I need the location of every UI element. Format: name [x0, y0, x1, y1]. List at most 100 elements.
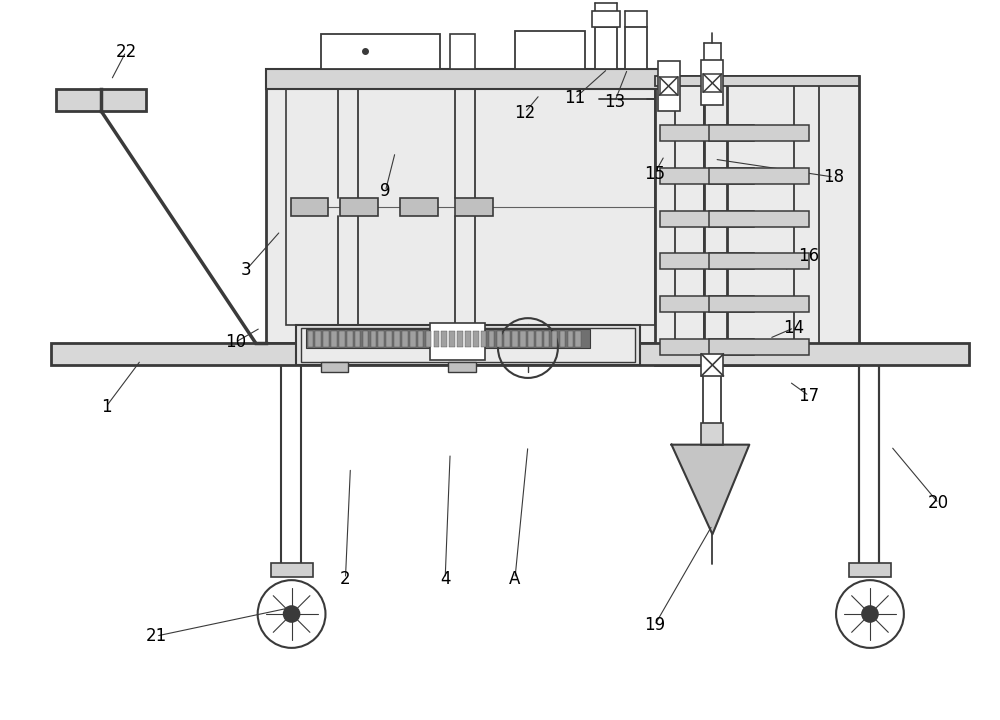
Bar — [515, 31, 585, 69]
Bar — [386, 331, 392, 347]
Bar — [51, 343, 969, 365]
Text: 20: 20 — [928, 495, 949, 513]
Text: 4: 4 — [440, 570, 450, 588]
Bar — [660, 168, 754, 184]
Text: 9: 9 — [380, 182, 391, 200]
Bar — [441, 331, 447, 347]
Text: 19: 19 — [644, 616, 665, 634]
Bar — [455, 197, 493, 215]
Bar — [363, 331, 368, 347]
Bar — [410, 331, 416, 347]
Bar — [655, 76, 859, 86]
Bar — [321, 362, 348, 372]
Bar — [426, 331, 431, 347]
Circle shape — [862, 606, 878, 622]
Bar — [457, 331, 463, 347]
Text: 15: 15 — [644, 165, 665, 183]
Bar — [271, 563, 313, 577]
Text: 1: 1 — [101, 397, 111, 415]
Text: 17: 17 — [799, 387, 820, 405]
Bar — [448, 362, 476, 372]
Bar — [709, 168, 809, 184]
Bar — [701, 423, 723, 445]
Bar — [703, 74, 721, 92]
Bar — [625, 27, 647, 69]
Text: 16: 16 — [799, 247, 820, 265]
Bar — [568, 331, 573, 347]
Bar — [701, 354, 723, 376]
Bar — [489, 331, 494, 347]
Bar — [450, 35, 475, 69]
Bar — [504, 331, 510, 347]
Bar — [849, 563, 891, 577]
Bar — [660, 210, 754, 227]
Bar — [497, 331, 502, 347]
Bar — [340, 197, 378, 215]
Bar — [430, 323, 485, 360]
Bar — [709, 125, 809, 141]
Bar — [56, 89, 146, 111]
Bar — [544, 331, 549, 347]
Text: 3: 3 — [240, 261, 251, 279]
Bar — [266, 69, 675, 343]
Text: A: A — [509, 570, 521, 588]
Bar — [402, 331, 408, 347]
Bar — [339, 331, 345, 347]
Bar — [575, 331, 581, 347]
Bar — [418, 331, 423, 347]
Bar — [296, 325, 640, 365]
Text: 12: 12 — [514, 104, 536, 122]
Bar — [528, 331, 534, 347]
Bar — [709, 296, 809, 312]
Text: 11: 11 — [564, 89, 585, 107]
Bar — [660, 339, 754, 355]
Bar — [331, 331, 337, 347]
Bar — [355, 331, 360, 347]
Text: 22: 22 — [115, 42, 137, 60]
Bar — [473, 331, 479, 347]
Bar — [378, 331, 384, 347]
Circle shape — [284, 606, 300, 622]
Bar — [434, 331, 439, 347]
Bar — [449, 331, 455, 347]
Bar — [703, 365, 721, 425]
Bar — [301, 328, 635, 362]
Polygon shape — [672, 445, 749, 534]
Bar — [266, 69, 675, 89]
Bar — [701, 60, 723, 105]
Bar — [660, 296, 754, 312]
Bar — [709, 210, 809, 227]
Bar — [291, 197, 328, 215]
Bar — [347, 331, 353, 347]
Bar — [512, 331, 518, 347]
Text: 14: 14 — [784, 319, 805, 337]
Bar — [658, 61, 680, 111]
Bar — [660, 125, 754, 141]
Bar — [709, 339, 809, 355]
Bar — [306, 329, 590, 348]
Bar — [560, 331, 565, 347]
Bar — [481, 331, 486, 347]
Bar — [655, 76, 859, 365]
Bar — [552, 331, 557, 347]
Bar — [660, 253, 754, 269]
Bar — [595, 27, 617, 69]
Bar — [371, 331, 376, 347]
Bar — [592, 12, 620, 27]
Bar — [394, 331, 400, 347]
Text: 2: 2 — [340, 570, 351, 588]
Bar — [323, 331, 329, 347]
Bar — [536, 331, 542, 347]
Text: 21: 21 — [145, 627, 167, 645]
Bar — [520, 331, 526, 347]
Text: 18: 18 — [824, 168, 845, 186]
Bar — [465, 331, 471, 347]
Bar — [660, 77, 678, 95]
Bar — [400, 197, 438, 215]
Bar — [286, 86, 655, 325]
Bar — [315, 331, 321, 347]
Text: 13: 13 — [604, 93, 625, 111]
Bar — [321, 35, 440, 69]
Text: 10: 10 — [225, 333, 246, 351]
Bar — [308, 331, 313, 347]
